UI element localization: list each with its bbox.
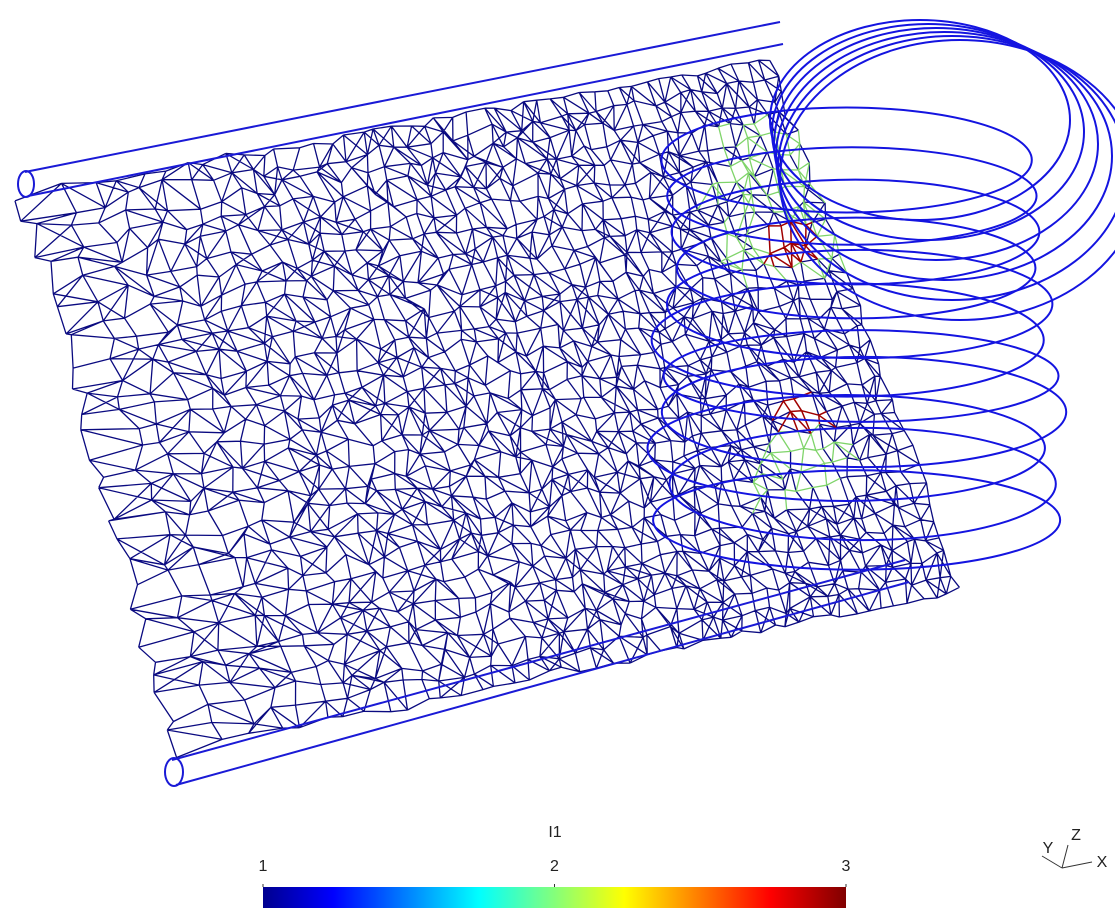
colorbar-title: I1 [548, 824, 561, 841]
axis-label: Z [1071, 827, 1081, 844]
colorbar-tick-label: 2 [550, 858, 559, 875]
axis-label: X [1097, 854, 1108, 871]
viewport: I1 1 2 3 Y Z X [0, 0, 1115, 908]
colorbar-tick-label: 1 [259, 858, 268, 875]
colorbar-ticks: 1 2 3 [259, 858, 851, 887]
colorbar [263, 887, 846, 908]
axis-label: Y [1043, 840, 1054, 857]
mesh-edges [15, 60, 959, 757]
mesh [15, 60, 959, 757]
coil [776, 32, 1112, 280]
colorbar-tick-label: 3 [842, 858, 851, 875]
